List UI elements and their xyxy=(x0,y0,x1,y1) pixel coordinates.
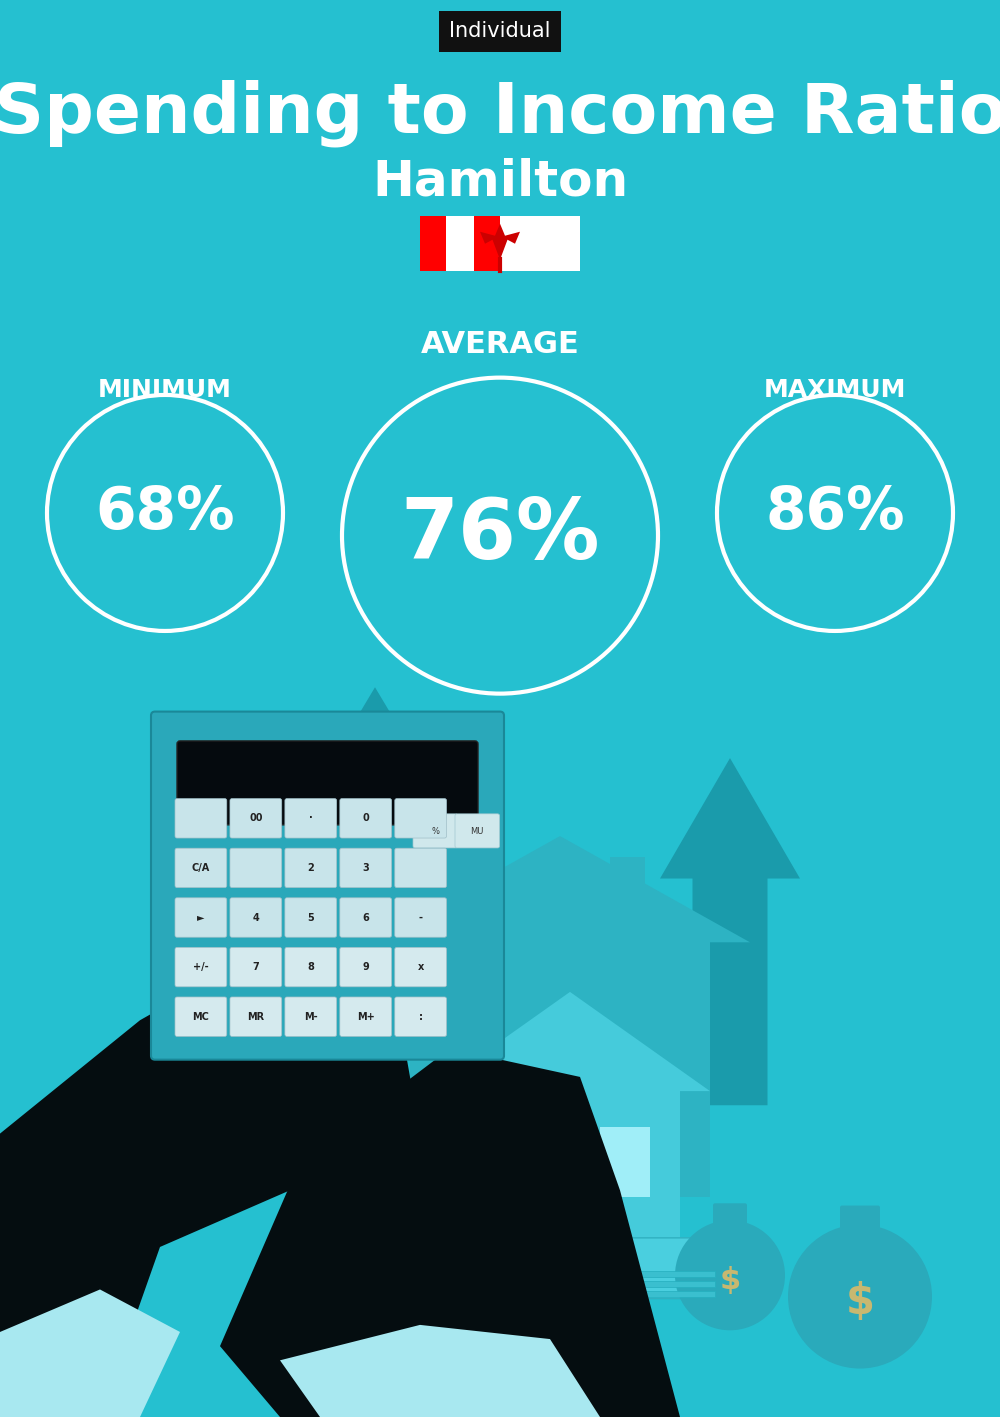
Text: 6: 6 xyxy=(362,913,369,922)
Text: Individual: Individual xyxy=(449,21,551,41)
FancyBboxPatch shape xyxy=(230,948,282,986)
FancyBboxPatch shape xyxy=(395,799,447,837)
FancyBboxPatch shape xyxy=(340,849,392,887)
Text: 00: 00 xyxy=(249,813,263,823)
Text: 3: 3 xyxy=(362,863,369,873)
Text: +/-: +/- xyxy=(193,962,209,972)
Text: Spending to Income Ratio: Spending to Income Ratio xyxy=(0,79,1000,147)
Text: MINIMUM: MINIMUM xyxy=(98,378,232,401)
Circle shape xyxy=(675,1220,785,1331)
FancyBboxPatch shape xyxy=(840,1206,880,1231)
Text: 2: 2 xyxy=(307,863,314,873)
FancyBboxPatch shape xyxy=(535,1190,590,1289)
Text: Hamilton: Hamilton xyxy=(372,157,628,205)
FancyBboxPatch shape xyxy=(598,1238,722,1298)
Text: 9: 9 xyxy=(362,962,369,972)
Polygon shape xyxy=(660,758,800,1105)
Text: MR: MR xyxy=(247,1012,264,1022)
Text: M-: M- xyxy=(304,1012,318,1022)
Text: -: - xyxy=(419,913,423,922)
FancyBboxPatch shape xyxy=(605,1291,715,1297)
Polygon shape xyxy=(280,1325,600,1417)
FancyBboxPatch shape xyxy=(175,799,227,837)
Text: C/A: C/A xyxy=(192,863,210,873)
Text: MU: MU xyxy=(470,826,484,836)
FancyBboxPatch shape xyxy=(395,948,447,986)
FancyBboxPatch shape xyxy=(713,1203,747,1227)
Text: M+: M+ xyxy=(357,1012,375,1022)
Polygon shape xyxy=(320,687,430,935)
FancyBboxPatch shape xyxy=(175,998,227,1036)
FancyBboxPatch shape xyxy=(340,948,392,986)
Text: 8: 8 xyxy=(307,962,314,972)
FancyBboxPatch shape xyxy=(175,898,227,937)
Text: :: : xyxy=(419,1012,423,1022)
Polygon shape xyxy=(480,224,520,259)
Text: AVERAGE: AVERAGE xyxy=(421,330,579,359)
Text: 0: 0 xyxy=(362,813,369,823)
FancyBboxPatch shape xyxy=(605,1271,715,1277)
FancyBboxPatch shape xyxy=(455,813,500,847)
FancyBboxPatch shape xyxy=(230,849,282,887)
FancyBboxPatch shape xyxy=(340,799,392,837)
Text: x: x xyxy=(418,962,424,972)
Text: ►: ► xyxy=(197,913,205,922)
Text: 4: 4 xyxy=(252,913,259,922)
FancyBboxPatch shape xyxy=(610,857,645,914)
Circle shape xyxy=(788,1224,932,1369)
Text: 68%: 68% xyxy=(95,485,235,541)
Text: 5: 5 xyxy=(307,913,314,922)
Polygon shape xyxy=(220,1049,680,1417)
FancyBboxPatch shape xyxy=(285,948,337,986)
FancyBboxPatch shape xyxy=(177,741,478,825)
FancyBboxPatch shape xyxy=(285,799,337,837)
Polygon shape xyxy=(0,964,420,1417)
FancyBboxPatch shape xyxy=(413,813,458,847)
FancyBboxPatch shape xyxy=(285,998,337,1036)
FancyBboxPatch shape xyxy=(480,1127,530,1197)
Polygon shape xyxy=(0,1289,180,1417)
FancyBboxPatch shape xyxy=(340,998,392,1036)
FancyBboxPatch shape xyxy=(600,1127,650,1197)
Text: %: % xyxy=(431,826,439,836)
FancyBboxPatch shape xyxy=(285,849,337,887)
FancyBboxPatch shape xyxy=(395,898,447,937)
Text: ·: · xyxy=(309,813,313,823)
FancyBboxPatch shape xyxy=(340,898,392,937)
FancyBboxPatch shape xyxy=(460,1091,680,1289)
Text: $: $ xyxy=(846,1281,874,1322)
FancyBboxPatch shape xyxy=(420,217,580,271)
FancyBboxPatch shape xyxy=(230,898,282,937)
FancyBboxPatch shape xyxy=(151,711,504,1060)
Polygon shape xyxy=(430,992,710,1091)
Text: 86%: 86% xyxy=(765,485,905,541)
FancyBboxPatch shape xyxy=(230,799,282,837)
FancyBboxPatch shape xyxy=(175,948,227,986)
FancyBboxPatch shape xyxy=(410,942,710,1197)
FancyBboxPatch shape xyxy=(230,998,282,1036)
Text: $: $ xyxy=(719,1265,741,1295)
FancyBboxPatch shape xyxy=(605,1281,715,1287)
FancyBboxPatch shape xyxy=(285,898,337,937)
FancyBboxPatch shape xyxy=(175,849,227,887)
Polygon shape xyxy=(370,836,750,942)
Text: 7: 7 xyxy=(252,962,259,972)
FancyBboxPatch shape xyxy=(395,998,447,1036)
Text: 76%: 76% xyxy=(400,495,600,577)
Text: MC: MC xyxy=(192,1012,209,1022)
FancyBboxPatch shape xyxy=(395,849,447,887)
Text: MAXIMUM: MAXIMUM xyxy=(764,378,906,401)
FancyBboxPatch shape xyxy=(420,217,446,271)
FancyBboxPatch shape xyxy=(474,217,500,271)
